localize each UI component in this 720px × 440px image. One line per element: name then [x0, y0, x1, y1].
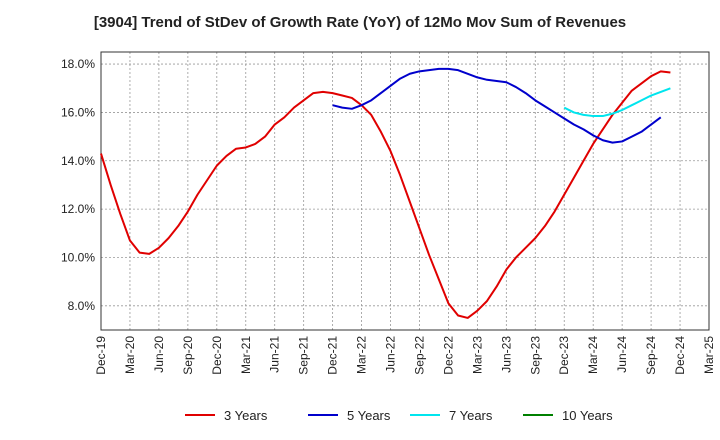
x-tick-label: Jun-20: [152, 336, 166, 373]
y-axis: 8.0% 10.0% 12.0% 14.0% 16.0% 18.0%: [61, 57, 95, 313]
x-tick-label: Dec-23: [557, 336, 571, 375]
plot-frame: [100, 51, 710, 331]
y-tick-label: 10.0%: [61, 250, 95, 264]
x-tick-label: Dec-24: [673, 336, 687, 375]
series-line-5-years: [332, 67, 662, 144]
y-tick-label: 8.0%: [68, 299, 96, 313]
x-tick-label: Sep-20: [181, 336, 195, 375]
x-tick-label: Dec-22: [441, 336, 455, 375]
legend-label: 10 Years: [562, 408, 613, 423]
series-line-3-years: [100, 70, 671, 319]
x-tick-label: Dec-21: [326, 336, 340, 375]
x-tick-label: Mar-24: [586, 336, 600, 374]
legend: 3 Years 5 Years 7 Years 10 Years: [185, 408, 613, 423]
x-tick-label: Sep-24: [644, 336, 658, 375]
x-tick-label: Sep-21: [297, 336, 311, 375]
x-tick-label: Jun-21: [268, 336, 282, 373]
x-tick-label: Jun-22: [384, 336, 398, 373]
x-tick-label: Mar-23: [470, 336, 484, 374]
chart-title: [3904] Trend of StDev of Growth Rate (Yo…: [93, 14, 627, 31]
x-tick-label: Mar-20: [123, 336, 137, 374]
series-line-7-years: [563, 87, 671, 118]
legend-label: 5 Years: [347, 408, 391, 423]
y-tick-label: 16.0%: [61, 105, 95, 119]
y-tick-label: 18.0%: [61, 57, 95, 71]
grid: [101, 52, 709, 330]
x-tick-label: Jun-23: [499, 336, 513, 373]
y-tick-label: 12.0%: [61, 202, 95, 216]
x-tick-label: Sep-23: [528, 336, 542, 375]
x-tick-label: Sep-22: [412, 336, 426, 375]
x-tick-label: Jun-24: [615, 336, 629, 373]
x-axis: Dec-19 Mar-20 Jun-20 Sep-20 Dec-20 Mar-21 Jun-…: [94, 336, 716, 375]
x-tick-label: Mar-22: [355, 336, 369, 374]
x-tick-label: Dec-20: [210, 336, 224, 375]
series-lines: [100, 67, 671, 319]
legend-label: 7 Years: [449, 408, 493, 423]
x-tick-label: Dec-19: [94, 336, 108, 375]
x-tick-label: Mar-25: [702, 336, 716, 374]
legend-label: 3 Years: [224, 408, 268, 423]
x-tick-label: Mar-21: [239, 336, 253, 374]
y-tick-label: 14.0%: [61, 154, 95, 168]
